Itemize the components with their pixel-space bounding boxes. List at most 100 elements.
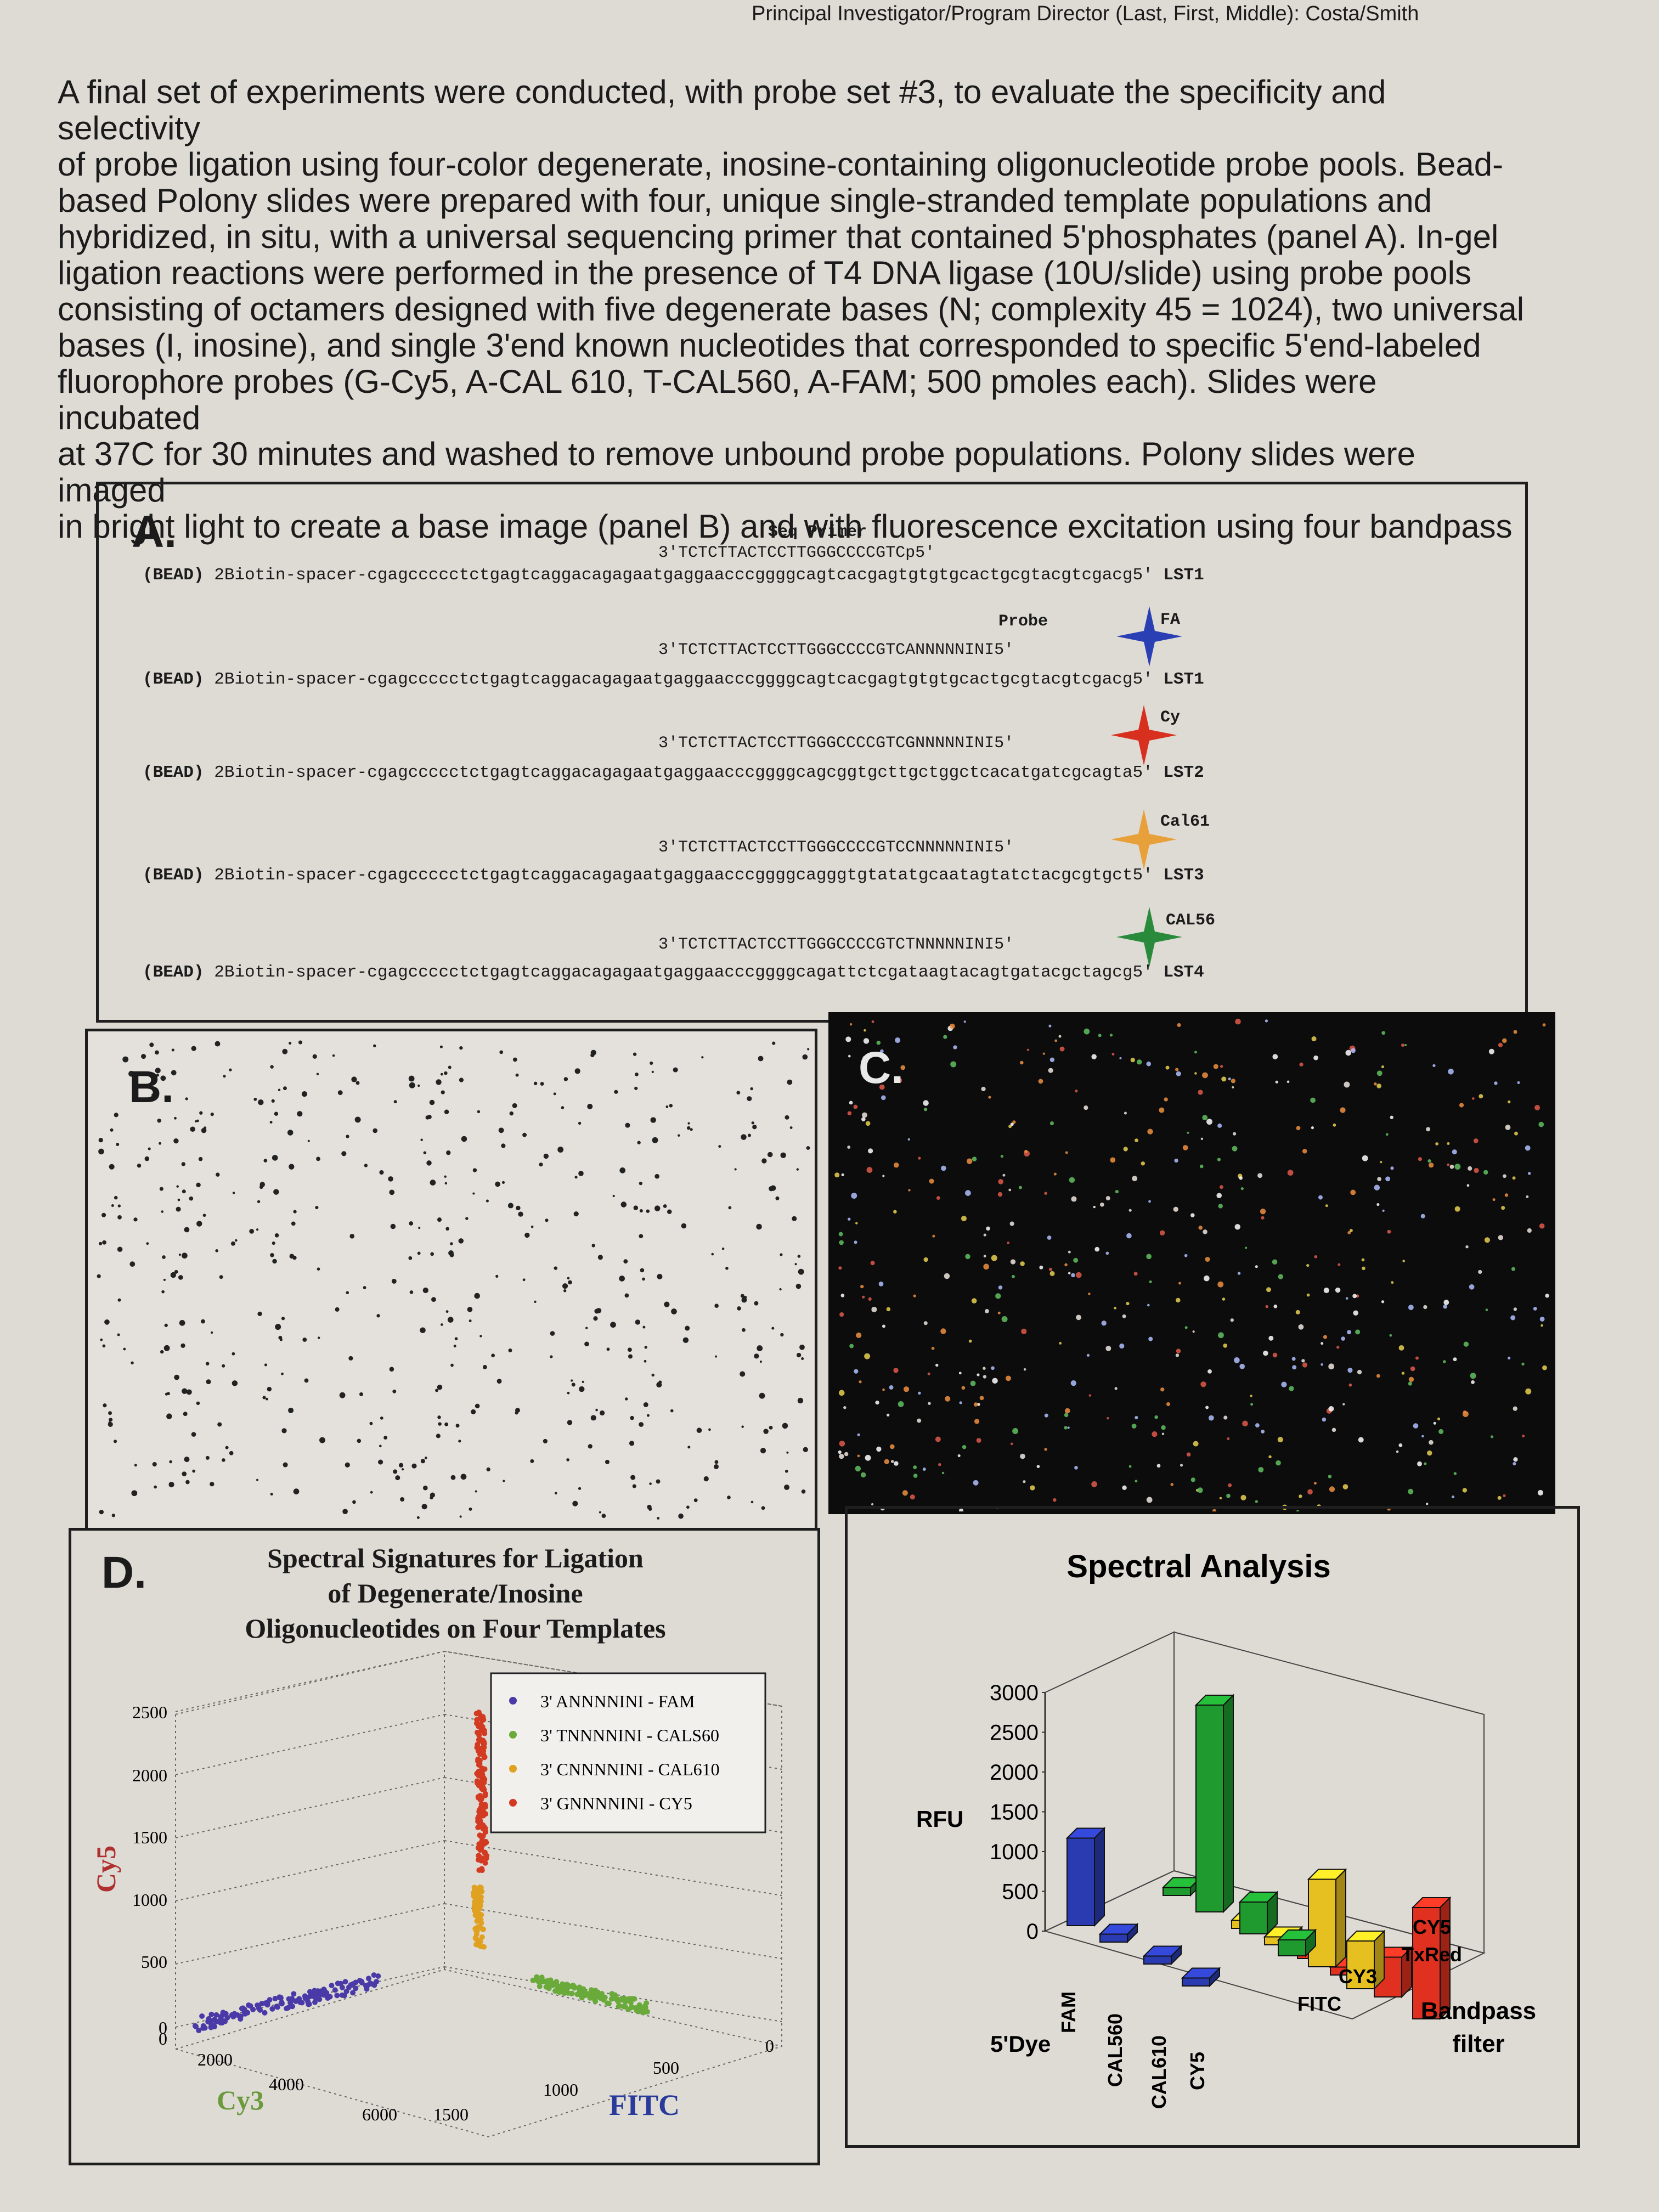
polony-spot bbox=[496, 1379, 502, 1384]
polony-spot bbox=[117, 1333, 120, 1336]
polony-spot bbox=[398, 1463, 404, 1468]
polony-spot bbox=[229, 1451, 234, 1455]
polony-spot bbox=[117, 1215, 122, 1220]
fluorescent-spot bbox=[1292, 1365, 1297, 1370]
fluorescent-spot bbox=[1408, 1376, 1414, 1383]
fluorescent-spot bbox=[871, 1503, 874, 1506]
fluorescent-spot bbox=[1219, 1497, 1222, 1500]
fluorescent-spot bbox=[1469, 1284, 1475, 1290]
polony-spot bbox=[108, 1421, 113, 1427]
fluorescent-spot bbox=[1044, 1413, 1048, 1418]
polony-spot bbox=[316, 1156, 320, 1161]
fluorescent-spot bbox=[1123, 1147, 1128, 1152]
scatter-point bbox=[213, 2012, 219, 2018]
polony-spot bbox=[590, 1415, 596, 1421]
fluorescent-spot bbox=[1002, 1173, 1006, 1177]
fluorescent-spot bbox=[876, 1446, 882, 1452]
fluorescent-spot bbox=[1542, 1023, 1546, 1027]
fluorescent-spot bbox=[1217, 1123, 1222, 1128]
polony-spot bbox=[718, 1145, 721, 1148]
legend-label: 3' CNNNNINI - CAL610 bbox=[540, 1759, 720, 1779]
scatter-floor bbox=[175, 1968, 782, 2050]
fluorescent-spot bbox=[1298, 1324, 1304, 1330]
polony-spot bbox=[471, 1409, 476, 1414]
fluorescent-spot bbox=[1272, 1054, 1278, 1059]
fluorescent-spot bbox=[1473, 1138, 1479, 1143]
fluorescent-spot bbox=[953, 1045, 957, 1049]
polony-spot bbox=[750, 1087, 753, 1091]
scatter-point bbox=[370, 1981, 376, 1987]
bar-dye-label: CAL560 bbox=[1104, 2013, 1126, 2087]
fluorescent-spot bbox=[1026, 1048, 1029, 1051]
polony-spot bbox=[117, 1204, 121, 1207]
fluorescent-spot bbox=[1513, 1307, 1517, 1311]
fluorescent-spot bbox=[1276, 1460, 1281, 1466]
bar-top-face bbox=[1142, 1945, 1183, 1957]
fluorescent-spot bbox=[1322, 1417, 1327, 1422]
fluorescent-spot bbox=[1176, 1071, 1181, 1076]
fluorescent-spot bbox=[1088, 1394, 1092, 1397]
fluorescent-spot bbox=[1135, 1480, 1138, 1483]
fluorescent-spot bbox=[1484, 1237, 1490, 1243]
scatter-point bbox=[477, 1842, 483, 1848]
polony-spot bbox=[458, 1238, 464, 1244]
bar-front-face bbox=[1195, 1705, 1224, 1912]
polony-spot bbox=[467, 1307, 473, 1312]
polony-spot bbox=[183, 1412, 188, 1417]
polony-spot bbox=[356, 1081, 360, 1085]
fluorescent-spot bbox=[839, 1240, 844, 1245]
fluorescent-spot bbox=[1228, 1483, 1232, 1487]
scatter-point bbox=[474, 1729, 480, 1735]
fluorescent-spot bbox=[1534, 1104, 1541, 1110]
fluorescent-spot bbox=[1387, 1229, 1391, 1234]
fluorescent-spot bbox=[1533, 1307, 1537, 1311]
fluorescent-spot bbox=[861, 1117, 866, 1122]
fluorescent-spot bbox=[1428, 1163, 1434, 1168]
cal560-star-icon bbox=[1116, 907, 1182, 967]
polony-spot bbox=[411, 1463, 417, 1469]
probe-label: Probe bbox=[998, 612, 1048, 631]
polony-spot bbox=[423, 1485, 428, 1491]
polony-spot bbox=[148, 1147, 151, 1150]
polony-spot bbox=[649, 1482, 652, 1485]
fluorescent-spot bbox=[878, 1282, 884, 1286]
polony-spot bbox=[430, 1252, 434, 1256]
fluorescent-spot bbox=[844, 1452, 849, 1457]
fluorescent-spot bbox=[1216, 1193, 1222, 1199]
polony-spot bbox=[435, 1389, 438, 1392]
fluorescent-spot bbox=[1068, 1272, 1071, 1274]
legend-marker bbox=[509, 1765, 517, 1773]
polony-spot bbox=[665, 1105, 669, 1108]
polony-spot bbox=[272, 1259, 277, 1264]
fluorescent-spot bbox=[1503, 1174, 1506, 1178]
scatter-point bbox=[478, 1912, 484, 1918]
fluorescent-spot bbox=[1452, 1149, 1457, 1155]
fluorescent-spot bbox=[1494, 1081, 1498, 1085]
polony-spot bbox=[166, 1413, 172, 1419]
fluorescent-spot bbox=[908, 1189, 911, 1192]
polony-spot bbox=[155, 1050, 159, 1055]
scatter-point bbox=[482, 1804, 488, 1810]
scatter-point bbox=[284, 2005, 290, 2011]
fluorescent-spot bbox=[1132, 1176, 1138, 1182]
polony-spot bbox=[747, 1133, 751, 1137]
polony-spot bbox=[283, 1086, 287, 1091]
scatter-point bbox=[534, 1974, 540, 1980]
scatter-point bbox=[483, 1811, 489, 1817]
fluorescent-spot bbox=[1044, 1448, 1047, 1451]
fluorescent-spot bbox=[1128, 1209, 1132, 1212]
fluorescent-spot bbox=[890, 1460, 894, 1463]
intro-line: of probe ligation using four-color degen… bbox=[58, 146, 1504, 183]
fluorescent-spot bbox=[976, 1438, 981, 1443]
intro-line: based Polony slides were prepared with f… bbox=[58, 182, 1432, 219]
polony-spot bbox=[727, 1496, 731, 1499]
polony-spot bbox=[159, 1187, 163, 1191]
polony-spot bbox=[524, 1232, 530, 1238]
fluorescent-spot bbox=[1459, 1103, 1464, 1108]
fluorescent-spot bbox=[950, 1061, 957, 1068]
fluorescent-spot bbox=[1064, 1413, 1069, 1418]
fluorescent-spot bbox=[1047, 1235, 1052, 1240]
fluorescent-spot bbox=[1156, 1464, 1161, 1468]
fluorescent-spot bbox=[1376, 1374, 1380, 1378]
fluorescent-spot bbox=[1429, 1440, 1434, 1445]
